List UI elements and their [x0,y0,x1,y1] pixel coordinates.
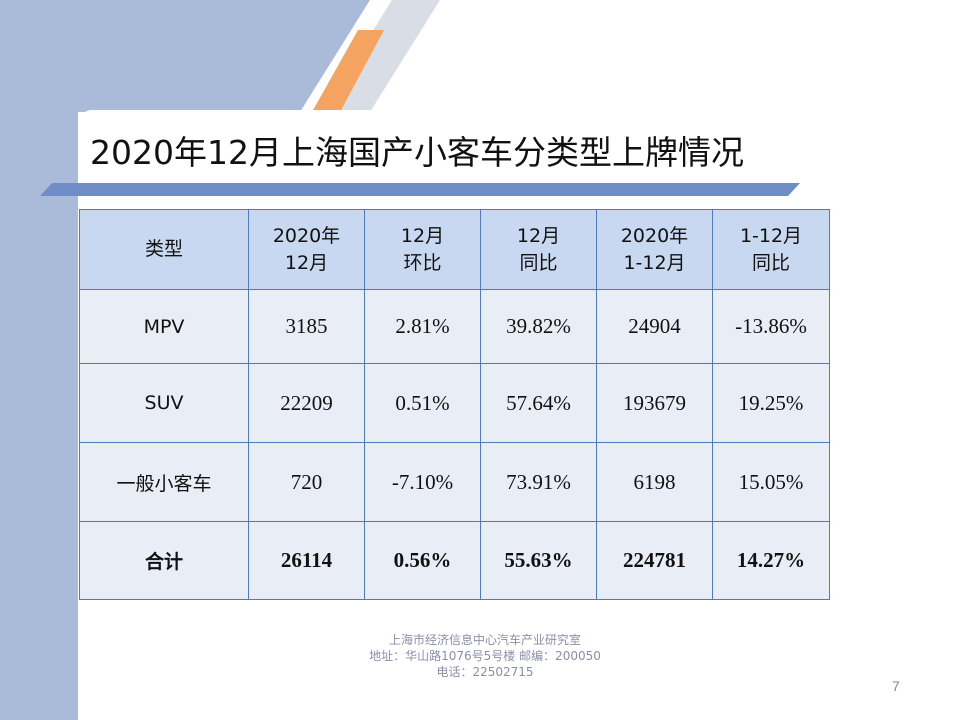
table-cell: 720 [248,442,365,522]
table-row: MPV 3185 2.81% 39.82% 24904 -13.86% [79,289,830,364]
row-label: 合计 [79,521,249,600]
table-cell: 0.56% [364,521,481,600]
table-cell: 55.63% [480,521,597,600]
page-title: 2020年12月上海国产小客车分类型上牌情况 [90,133,744,172]
table-cell: -7.10% [364,442,481,522]
table-cell: 193679 [596,363,713,443]
table-cell: 39.82% [480,289,597,364]
header-dec-mom: 12月 环比 [364,209,481,290]
table-row: SUV 22209 0.51% 57.64% 193679 19.25% [79,363,830,443]
left-decorative-band [0,0,78,720]
table-total-row: 合计 26114 0.56% 55.63% 224781 14.27% [79,521,830,600]
row-label: SUV [79,363,249,443]
top-band-shape [78,0,370,112]
registration-table: 类型 2020年 12月 12月 环比 12月 同比 2020年 1-12月 1-12月… [79,209,830,600]
table-cell: 22209 [248,363,365,443]
header-dec-2020: 2020年 12月 [248,209,365,290]
table-cell: 14.27% [712,521,830,600]
table-cell: 3185 [248,289,365,364]
footer-phone: 电话：22502715 [436,665,534,679]
table-cell: -13.86% [712,289,830,364]
table-cell: 2.81% [364,289,481,364]
footer-info: 上海市经济信息中心汽车产业研究室 地址：华山路1076号5号楼 邮编：20005… [300,632,670,680]
table-header-row: 类型 2020年 12月 12月 环比 12月 同比 2020年 1-12月 1-12月… [79,209,830,290]
title-underline [40,183,800,196]
table-cell: 224781 [596,521,713,600]
orange-stripe [312,30,384,112]
table-cell: 57.64% [480,363,597,443]
footer-org: 上海市经济信息中心汽车产业研究室 [388,633,581,647]
table-cell: 26114 [248,521,365,600]
row-label: 一般小客车 [79,442,249,522]
footer-address: 地址：华山路1076号5号楼 邮编：200050 [369,649,601,663]
header-ytd-2020: 2020年 1-12月 [596,209,713,290]
table-cell: 24904 [596,289,713,364]
table-cell: 0.51% [364,363,481,443]
table-row: 一般小客车 720 -7.10% 73.91% 6198 15.05% [79,442,830,522]
table-cell: 73.91% [480,442,597,522]
header-type: 类型 [79,209,249,290]
page-number: 7 [892,678,900,694]
row-label: MPV [79,289,249,364]
table-cell: 15.05% [712,442,830,522]
title-card [78,110,838,190]
header-dec-yoy: 12月 同比 [480,209,597,290]
table-cell: 6198 [596,442,713,522]
table-cell: 19.25% [712,363,830,443]
header-ytd-yoy: 1-12月 同比 [712,209,830,290]
